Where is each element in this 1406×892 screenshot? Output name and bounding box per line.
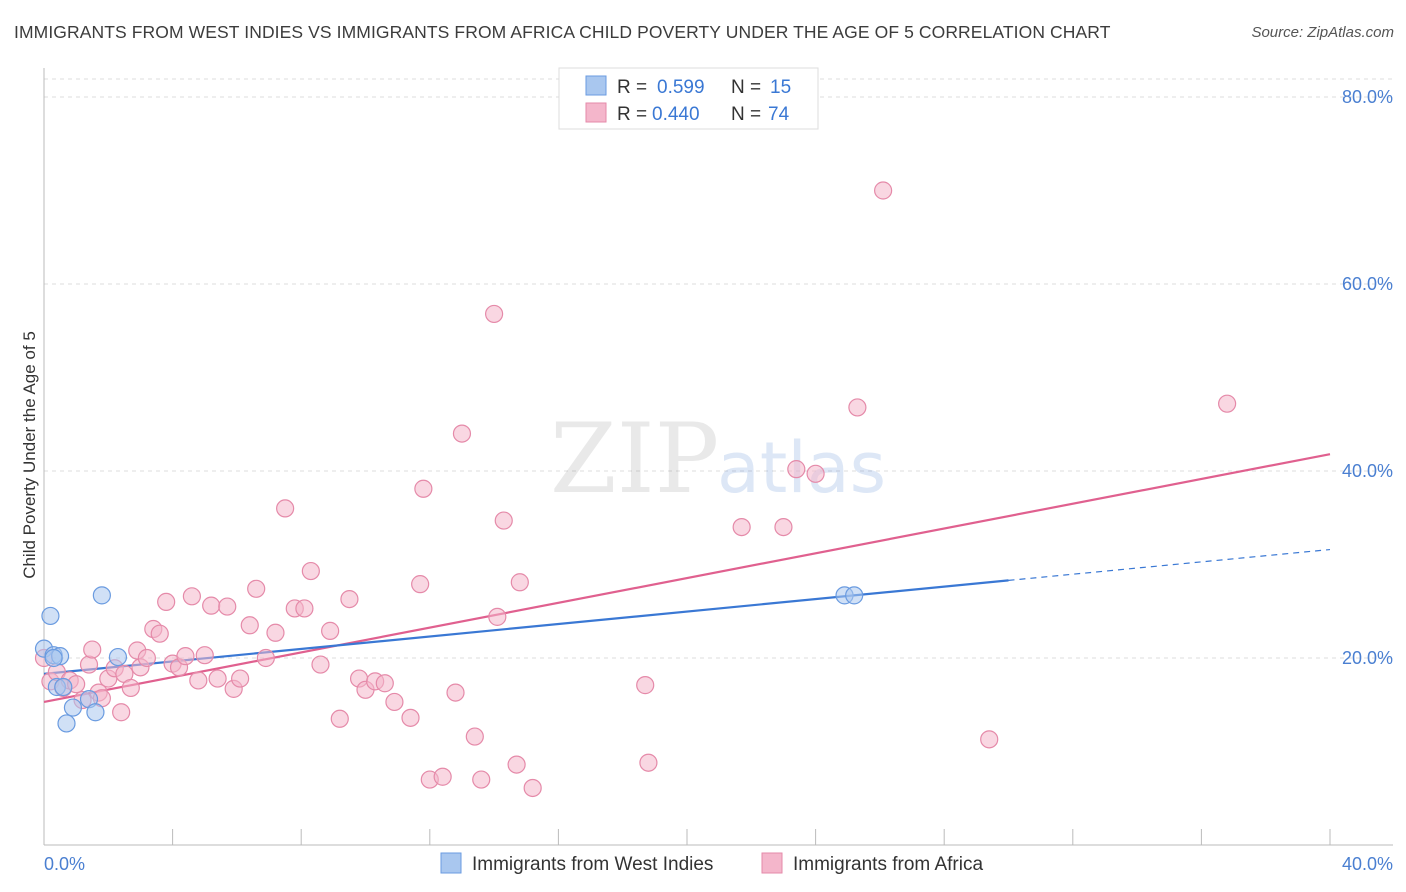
bottom-legend-label-west-indies: Immigrants from West Indies bbox=[472, 854, 713, 875]
point-africa bbox=[340, 589, 359, 609]
point-africa bbox=[980, 730, 999, 749]
point-africa bbox=[375, 674, 394, 693]
point-africa bbox=[510, 573, 529, 592]
point-africa bbox=[1218, 394, 1237, 413]
stat-r-label-2: R = bbox=[617, 104, 647, 125]
point-africa bbox=[385, 692, 404, 712]
y-tick-label: 20.0% bbox=[1342, 648, 1393, 668]
stat-r-label-1: R = bbox=[617, 77, 647, 98]
stat-n-value-2: 74 bbox=[768, 104, 790, 125]
point-africa bbox=[240, 616, 259, 635]
y-tick-label: 40.0% bbox=[1342, 461, 1393, 481]
stat-r-value-1: 0.599 bbox=[657, 77, 705, 98]
y-tick-label: 80.0% bbox=[1342, 87, 1393, 107]
point-africa bbox=[295, 599, 314, 618]
point-africa bbox=[639, 753, 658, 772]
point-west-indies bbox=[86, 703, 105, 722]
point-africa bbox=[218, 597, 237, 616]
point-africa bbox=[157, 592, 176, 612]
point-africa bbox=[189, 671, 208, 690]
legend-swatch-west-indies bbox=[585, 75, 607, 96]
point-africa bbox=[276, 499, 295, 518]
point-west-indies bbox=[44, 648, 63, 668]
point-west-indies bbox=[845, 586, 864, 605]
point-africa bbox=[182, 587, 201, 606]
point-west-indies bbox=[57, 714, 76, 733]
x-tick-label-min: 0.0% bbox=[44, 854, 85, 874]
point-africa bbox=[874, 181, 893, 200]
point-africa bbox=[485, 304, 504, 324]
stat-r-value-2: 0.440 bbox=[652, 104, 700, 125]
point-africa bbox=[848, 398, 867, 417]
stat-n-label-1: N = bbox=[731, 77, 761, 98]
point-africa bbox=[452, 424, 472, 443]
source-credit: Source: ZipAtlas.com bbox=[1251, 24, 1394, 41]
data-points bbox=[34, 181, 1237, 798]
point-africa bbox=[112, 703, 131, 722]
legend-swatch-africa bbox=[585, 102, 607, 123]
stats-legend: R = 0.599 N = 15 R = 0.440 N = 74 bbox=[558, 67, 819, 130]
bottom-legend: Immigrants from West Indies Immigrants f… bbox=[440, 852, 983, 875]
point-africa bbox=[150, 624, 169, 643]
point-africa bbox=[507, 755, 526, 774]
watermark-zip: ZIP bbox=[550, 403, 719, 515]
point-africa bbox=[202, 596, 221, 615]
tick-labels: 20.0% 40.0% 60.0% 80.0% 0.0% 40.0% bbox=[44, 87, 1393, 874]
stat-n-label-2: N = bbox=[731, 104, 761, 125]
point-africa bbox=[414, 479, 433, 498]
point-africa bbox=[472, 770, 491, 789]
point-west-indies bbox=[108, 647, 128, 667]
point-africa bbox=[83, 640, 102, 659]
point-africa bbox=[256, 648, 275, 668]
point-africa bbox=[732, 517, 751, 537]
point-africa bbox=[176, 647, 195, 666]
point-africa bbox=[208, 669, 227, 688]
point-west-indies bbox=[63, 698, 83, 717]
trend-line-west-indies-extension bbox=[1008, 548, 1331, 581]
point-africa bbox=[774, 517, 793, 537]
point-africa bbox=[231, 669, 250, 688]
point-africa bbox=[806, 464, 825, 483]
bottom-legend-swatch-africa bbox=[761, 852, 783, 874]
point-africa bbox=[137, 648, 156, 668]
point-africa bbox=[121, 678, 140, 698]
point-africa bbox=[433, 767, 452, 786]
bottom-legend-label-africa: Immigrants from Africa bbox=[793, 854, 983, 875]
point-west-indies bbox=[41, 606, 60, 626]
point-africa bbox=[266, 623, 285, 642]
y-axis-title: Child Poverty Under the Age of 5 bbox=[20, 331, 39, 579]
point-africa bbox=[79, 655, 99, 674]
point-africa bbox=[636, 676, 655, 695]
point-africa bbox=[411, 575, 430, 594]
point-africa bbox=[523, 778, 542, 798]
y-tick-label: 60.0% bbox=[1342, 274, 1393, 294]
point-west-indies bbox=[54, 677, 73, 697]
point-africa bbox=[195, 646, 214, 665]
point-africa bbox=[301, 561, 320, 581]
point-africa bbox=[465, 727, 484, 746]
point-africa bbox=[787, 460, 806, 479]
bottom-legend-swatch-west-indies bbox=[440, 852, 462, 874]
point-africa bbox=[446, 683, 465, 702]
point-africa bbox=[321, 621, 340, 640]
stat-n-value-1: 15 bbox=[770, 77, 791, 98]
point-africa bbox=[330, 709, 349, 728]
point-africa bbox=[247, 579, 266, 598]
point-west-indies bbox=[92, 586, 111, 605]
chart-title: IMMIGRANTS FROM WEST INDIES VS IMMIGRANT… bbox=[14, 22, 1111, 42]
x-tick-label-max: 40.0% bbox=[1342, 854, 1393, 874]
point-africa bbox=[488, 607, 507, 626]
point-africa bbox=[494, 511, 513, 530]
watermark: ZIP atlas bbox=[550, 403, 886, 515]
point-africa bbox=[401, 708, 420, 727]
point-africa bbox=[311, 655, 330, 674]
axes bbox=[43, 68, 1393, 846]
